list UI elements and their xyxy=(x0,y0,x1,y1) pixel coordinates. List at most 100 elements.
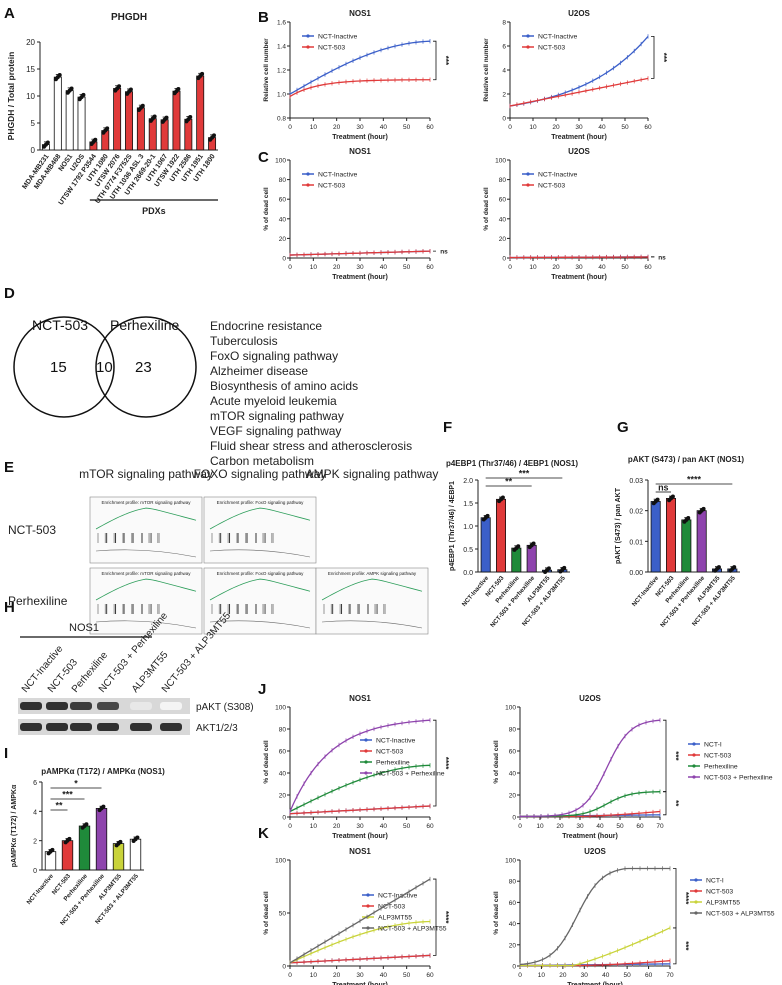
y-tick-label: 60 xyxy=(509,749,517,756)
x-tick-label: 50 xyxy=(621,124,629,131)
y-tick-label: 100 xyxy=(505,705,516,712)
chart-title: pAKT (S473) / pan AKT (NOS1) xyxy=(628,455,744,464)
legend-label: NCT-503 + ALP3MT55 xyxy=(706,911,775,918)
bar xyxy=(53,76,62,151)
y-tick-label: 0.00 xyxy=(629,570,643,577)
x-tick-label: 30 xyxy=(356,823,364,830)
venn-right-label: Perhexiline xyxy=(110,317,179,333)
bar xyxy=(160,119,169,151)
x-tick-label: 40 xyxy=(380,264,388,271)
y-tick-label: 0 xyxy=(33,868,37,875)
legend-label: Perhexiline xyxy=(376,760,410,767)
y-tick-label: 80 xyxy=(499,177,507,184)
enrichment-curve xyxy=(95,507,197,530)
pathway-item: VEGF signaling pathway xyxy=(210,424,341,438)
gsea-plot xyxy=(89,567,203,635)
y-tick-label: 0 xyxy=(282,815,286,822)
y-tick-label: 80 xyxy=(279,177,287,184)
panel-label-a: A xyxy=(4,5,15,22)
pdx-label: PDXs xyxy=(142,206,166,216)
data-point xyxy=(200,71,205,76)
chart-k2: U2OS 0 20 40 60 80 100 0 10 20 30 40 50 60 70 Treatment… xyxy=(493,847,775,985)
sig-label: **** xyxy=(687,475,702,485)
legend-marker xyxy=(364,771,368,775)
bar xyxy=(113,88,122,151)
y-tick-label: 0 xyxy=(502,256,506,263)
legend-label: NCT-503 xyxy=(706,889,733,896)
rank-metric xyxy=(95,620,197,629)
chart-title: NOS1 xyxy=(349,147,371,156)
y-axis-label: % of dead cell xyxy=(493,891,500,935)
legend-marker xyxy=(526,34,530,38)
y-tick-label: 0 xyxy=(282,964,286,971)
rank-metric xyxy=(209,620,311,629)
x-tick-label: 40 xyxy=(380,972,388,979)
y-tick-label: 100 xyxy=(275,858,286,865)
x-tick-label: 60 xyxy=(426,264,434,271)
x-tick-label: 40 xyxy=(380,823,388,830)
y-tick-label: 0 xyxy=(502,116,506,123)
legend-label: NCT-503 xyxy=(538,45,565,52)
legend-label: NCT-503 xyxy=(704,753,731,760)
pathway-item: Tuberculosis xyxy=(210,334,278,348)
x-tick-label: 0 xyxy=(288,124,292,131)
x-tick-label: 40 xyxy=(602,972,610,979)
gsea-row-label: NCT-503 xyxy=(8,523,56,537)
legend-marker xyxy=(366,926,370,930)
rank-metric xyxy=(321,620,423,629)
data-point xyxy=(701,506,706,511)
venn-left-count: 15 xyxy=(50,359,67,376)
x-axis-label: Treatment (hour) xyxy=(332,134,388,141)
x-axis-label: Treatment (hour) xyxy=(332,982,388,985)
x-tick-label: 60 xyxy=(426,972,434,979)
x-tick-label: 0 xyxy=(508,264,512,271)
legend-label: NCT-503 + Perhexiline xyxy=(376,771,445,778)
y-tick-label: 100 xyxy=(275,158,286,165)
y-tick-label: 40 xyxy=(509,921,517,928)
legend-label: ALP3MT55 xyxy=(706,900,740,907)
y-tick-label: 2 xyxy=(33,839,37,846)
y-tick-label: 60 xyxy=(509,900,517,907)
bar xyxy=(65,90,74,151)
y-tick-label: 4 xyxy=(502,68,506,75)
legend-marker xyxy=(526,183,530,187)
y-tick-label: 20 xyxy=(509,793,517,800)
category-label: NCT-Inactive xyxy=(26,872,56,906)
legend-label: NCT-503 xyxy=(376,749,403,756)
x-tick-label: 10 xyxy=(310,124,318,131)
x-tick-label: 30 xyxy=(575,264,583,271)
sig-label: ns xyxy=(658,483,669,493)
bar xyxy=(495,498,506,573)
bar xyxy=(666,497,677,573)
legend-marker xyxy=(692,753,696,757)
sig-label: *** xyxy=(659,53,668,63)
chart-title: U2OS xyxy=(579,694,601,703)
sig-bracket xyxy=(433,878,437,956)
gsea-plot-title: Enrichment profile: FoxO signaling pathw… xyxy=(217,571,305,576)
pathway-item: FoxO signaling pathway xyxy=(210,349,338,363)
x-tick-label: 60 xyxy=(644,264,652,271)
gsea-col-title: mTOR signaling pathway xyxy=(79,467,213,481)
y-tick-label: 80 xyxy=(279,727,287,734)
x-tick-label: 10 xyxy=(310,972,318,979)
legend-label: NCT-I xyxy=(704,742,722,749)
blot-band xyxy=(20,702,42,710)
legend-marker xyxy=(306,172,310,176)
sig-bracket xyxy=(663,719,667,793)
chart-b1: NOS1 0.8 1.0 1.2 1.4 1.6 0 10 20 30 40 50 60 Treatmen… xyxy=(263,9,450,141)
data-point xyxy=(152,114,157,119)
x-tick-label: 0 xyxy=(518,972,522,979)
data-point xyxy=(93,137,98,142)
chart-title: NOS1 xyxy=(349,694,371,703)
panel-label-c: C xyxy=(258,149,269,166)
x-tick-label: 40 xyxy=(380,124,388,131)
bar xyxy=(136,107,145,151)
y-tick-label: 100 xyxy=(495,158,506,165)
chart-title: U2OS xyxy=(584,847,606,856)
data-point xyxy=(101,804,106,809)
data-point xyxy=(686,516,691,521)
bar xyxy=(184,118,193,151)
legend-label: NCT-503 xyxy=(538,183,565,190)
sig-bracket xyxy=(433,40,437,81)
